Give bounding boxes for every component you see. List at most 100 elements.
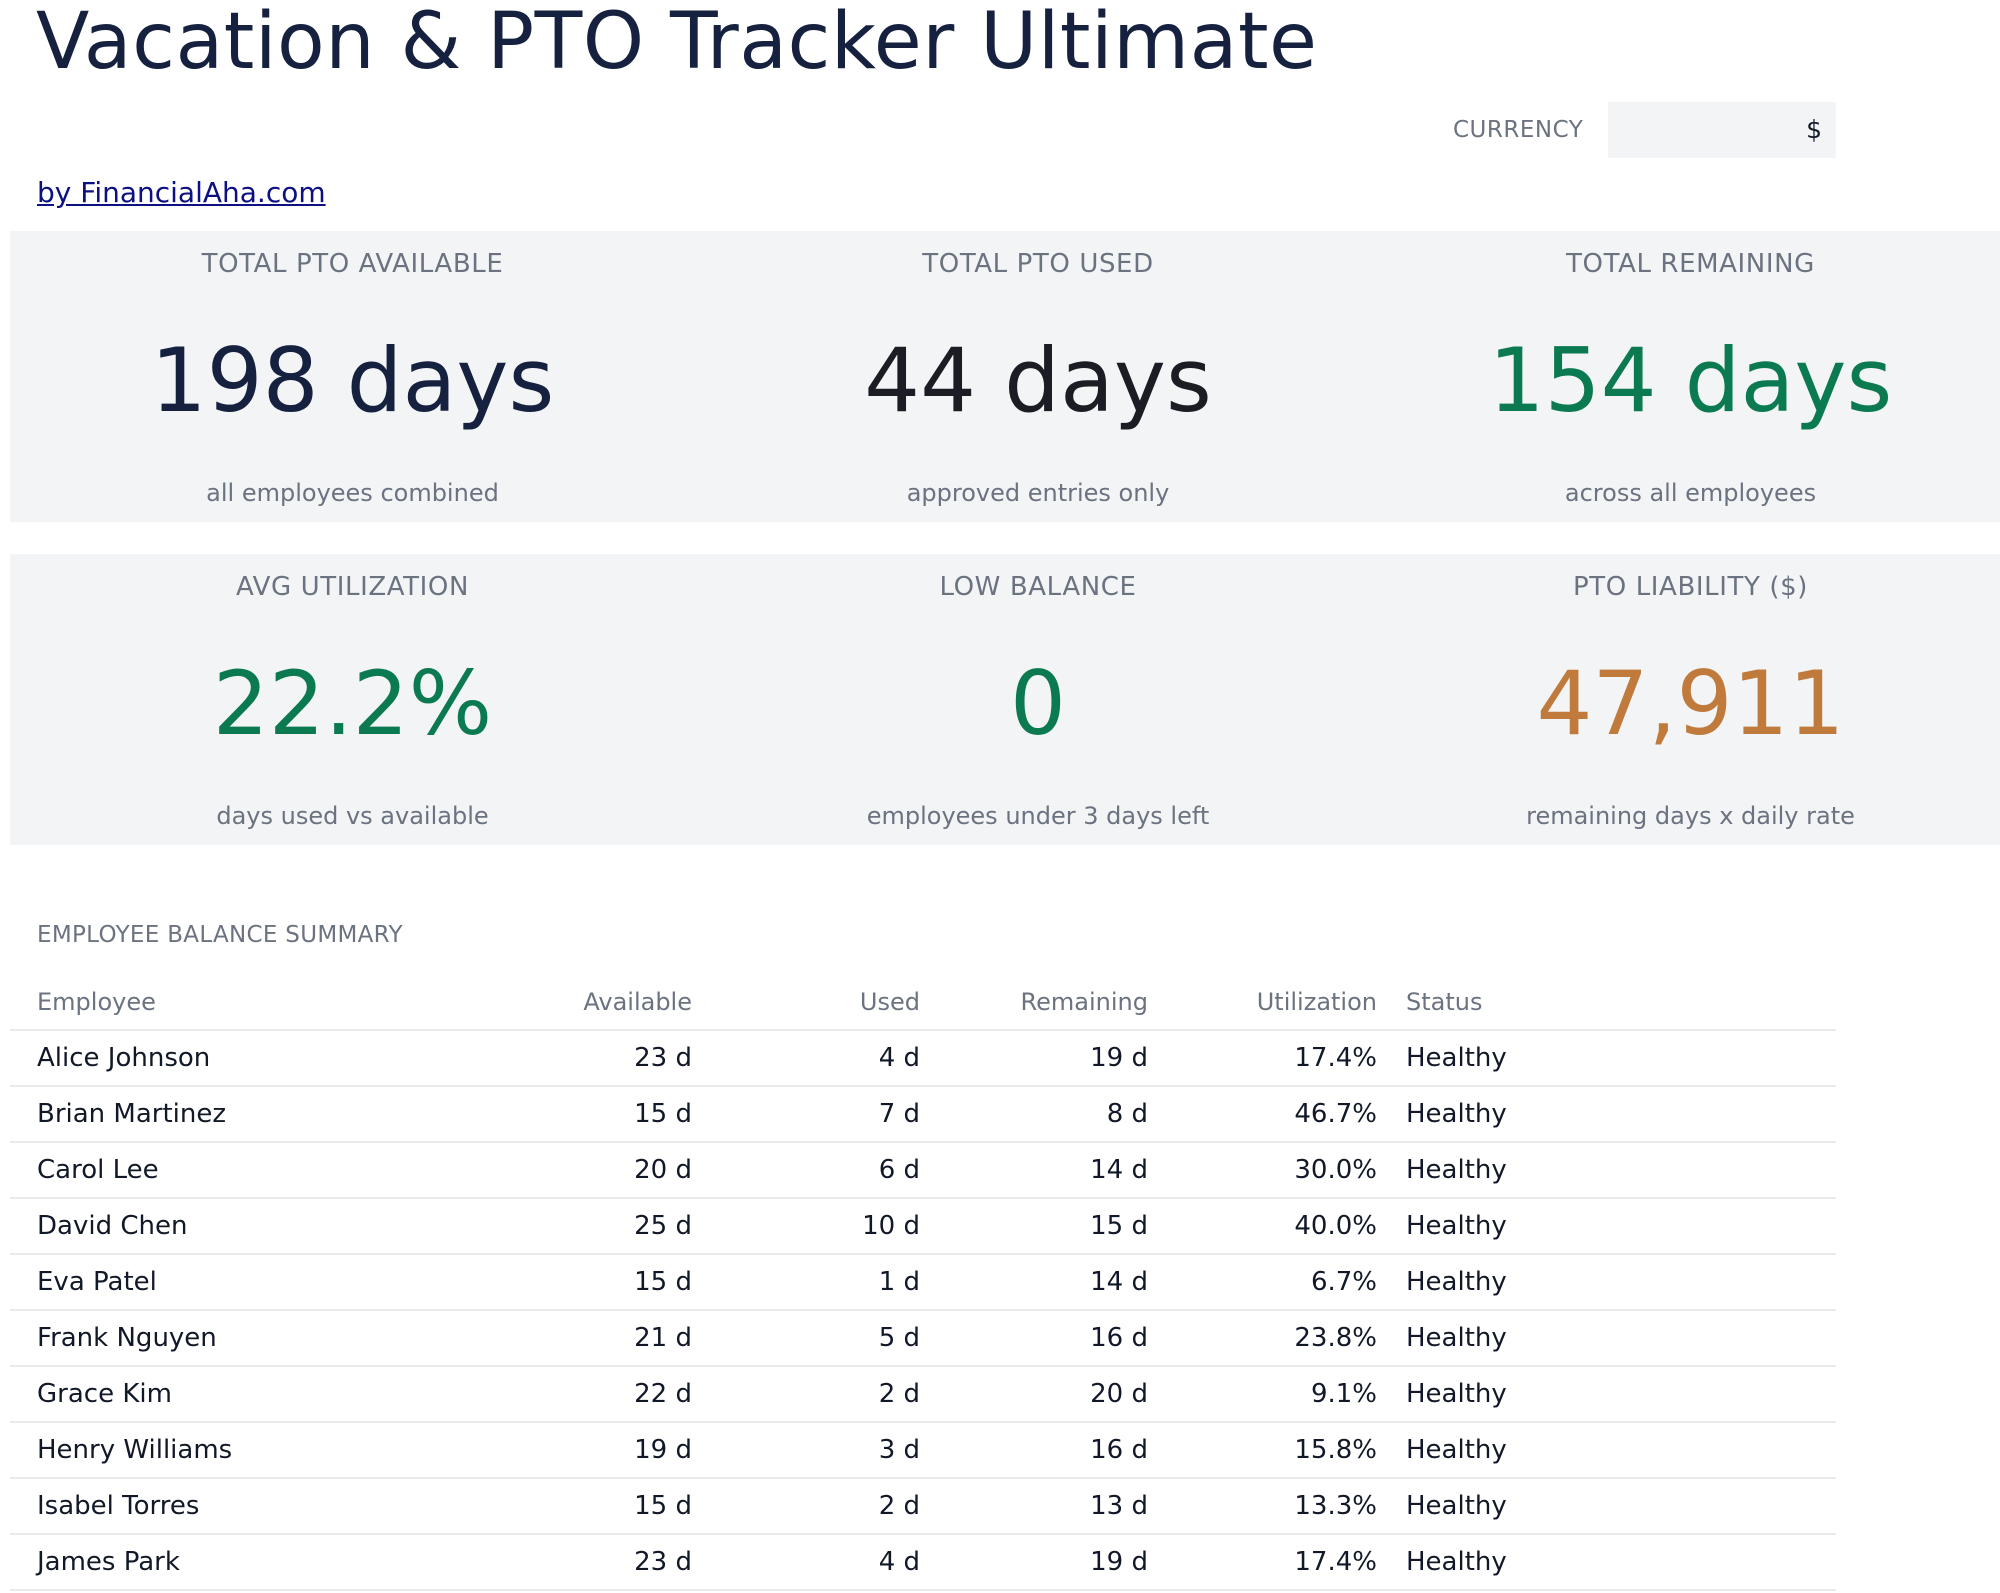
kpi-subtitle: employees under 3 days left xyxy=(866,802,1210,830)
currency-input[interactable]: $ xyxy=(1608,102,1836,158)
column-header-utilization[interactable]: Utilization xyxy=(1256,988,1377,1016)
employee-name-cell: Carol Lee xyxy=(37,1155,159,1185)
table-row[interactable]: Henry Williams 19 d 3 d 16 d 15.8% Healt… xyxy=(10,1423,1836,1479)
used-cell: 1 d xyxy=(878,1267,920,1297)
status-cell: Healthy xyxy=(1406,1435,1507,1465)
used-cell: 4 d xyxy=(878,1043,920,1073)
remaining-cell: 14 d xyxy=(1090,1155,1148,1185)
currency-label: CURRENCY xyxy=(1453,117,1584,143)
table-row[interactable]: Isabel Torres 15 d 2 d 13 d 13.3% Health… xyxy=(10,1479,1836,1535)
remaining-cell: 19 d xyxy=(1090,1547,1148,1577)
utilization-cell: 17.4% xyxy=(1294,1043,1377,1073)
column-header-used[interactable]: Used xyxy=(859,988,920,1016)
column-header-available[interactable]: Available xyxy=(583,988,692,1016)
remaining-cell: 8 d xyxy=(1106,1099,1148,1129)
employee-name-cell: Henry Williams xyxy=(37,1435,233,1465)
kpi-row-2: AVG UTILIZATION 22.2% days used vs avail… xyxy=(10,554,2000,845)
status-cell: Healthy xyxy=(1406,1043,1507,1073)
kpi-pto-liability: PTO LIABILITY ($) 47,911 remaining days … xyxy=(1381,554,2000,845)
utilization-cell: 15.8% xyxy=(1294,1435,1377,1465)
used-cell: 10 d xyxy=(862,1211,920,1241)
used-cell: 4 d xyxy=(878,1547,920,1577)
status-cell: Healthy xyxy=(1406,1099,1507,1129)
column-header-status[interactable]: Status xyxy=(1406,988,1483,1016)
status-cell: Healthy xyxy=(1406,1491,1507,1521)
kpi-value: 44 days xyxy=(864,329,1212,432)
kpi-label: TOTAL REMAINING xyxy=(1566,249,1815,279)
utilization-cell: 6.7% xyxy=(1310,1267,1377,1297)
employee-name-cell: Alice Johnson xyxy=(37,1043,211,1073)
available-cell: 20 d xyxy=(634,1155,692,1185)
kpi-value: 154 days xyxy=(1488,329,1893,432)
table-row[interactable]: Alice Johnson 23 d 4 d 19 d 17.4% Health… xyxy=(10,1031,1836,1087)
kpi-subtitle: approved entries only xyxy=(906,479,1170,507)
kpi-total-pto-available: TOTAL PTO AVAILABLE 198 days all employe… xyxy=(10,231,695,522)
table-row[interactable]: Carol Lee 20 d 6 d 14 d 30.0% Healthy xyxy=(10,1143,1836,1199)
utilization-cell: 40.0% xyxy=(1294,1211,1377,1241)
utilization-cell: 23.8% xyxy=(1294,1323,1377,1353)
kpi-label: PTO LIABILITY ($) xyxy=(1573,572,1808,602)
table-row[interactable]: Brian Martinez 15 d 7 d 8 d 46.7% Health… xyxy=(10,1087,1836,1143)
utilization-cell: 13.3% xyxy=(1294,1491,1377,1521)
used-cell: 6 d xyxy=(878,1155,920,1185)
utilization-cell: 9.1% xyxy=(1310,1379,1377,1409)
remaining-cell: 15 d xyxy=(1090,1211,1148,1241)
employee-name-cell: Frank Nguyen xyxy=(37,1323,217,1353)
status-cell: Healthy xyxy=(1406,1323,1507,1353)
remaining-cell: 16 d xyxy=(1090,1323,1148,1353)
kpi-label: TOTAL PTO USED xyxy=(922,249,1154,279)
table-row[interactable]: James Park 23 d 4 d 19 d 17.4% Healthy xyxy=(10,1535,1836,1591)
status-cell: Healthy xyxy=(1406,1267,1507,1297)
column-header-employee[interactable]: Employee xyxy=(37,988,156,1016)
kpi-total-pto-used: TOTAL PTO USED 44 days approved entries … xyxy=(695,231,1381,522)
kpi-label: LOW BALANCE xyxy=(939,572,1137,602)
kpi-label: AVG UTILIZATION xyxy=(235,572,470,602)
kpi-subtitle: remaining days x daily rate xyxy=(1526,802,1855,830)
employee-name-cell: Eva Patel xyxy=(37,1267,157,1297)
kpi-label: TOTAL PTO AVAILABLE xyxy=(201,249,504,279)
table-header-row: Employee Available Used Remaining Utiliz… xyxy=(10,975,1836,1031)
remaining-cell: 13 d xyxy=(1090,1491,1148,1521)
kpi-value: 198 days xyxy=(150,329,555,432)
employee-name-cell: James Park xyxy=(37,1547,180,1577)
status-cell: Healthy xyxy=(1406,1547,1507,1577)
used-cell: 3 d xyxy=(878,1435,920,1465)
remaining-cell: 19 d xyxy=(1090,1043,1148,1073)
section-title: EMPLOYEE BALANCE SUMMARY xyxy=(37,922,403,948)
financialaha-link[interactable]: by FinancialAha.com xyxy=(37,176,326,209)
kpi-avg-utilization: AVG UTILIZATION 22.2% days used vs avail… xyxy=(10,554,695,845)
status-cell: Healthy xyxy=(1406,1155,1507,1185)
column-header-remaining[interactable]: Remaining xyxy=(1020,988,1148,1016)
employee-name-cell: Brian Martinez xyxy=(37,1099,227,1129)
page-title: Vacation & PTO Tracker Ultimate xyxy=(36,0,1318,87)
table-row[interactable]: Eva Patel 15 d 1 d 14 d 6.7% Healthy xyxy=(10,1255,1836,1311)
remaining-cell: 14 d xyxy=(1090,1267,1148,1297)
kpi-subtitle: across all employees xyxy=(1564,479,1817,507)
utilization-cell: 46.7% xyxy=(1294,1099,1377,1129)
kpi-total-remaining: TOTAL REMAINING 154 days across all empl… xyxy=(1381,231,2000,522)
employee-name-cell: Isabel Torres xyxy=(37,1491,200,1521)
status-cell: Healthy xyxy=(1406,1379,1507,1409)
status-cell: Healthy xyxy=(1406,1211,1507,1241)
kpi-low-balance: LOW BALANCE 0 employees under 3 days lef… xyxy=(695,554,1381,845)
utilization-cell: 17.4% xyxy=(1294,1547,1377,1577)
employee-name-cell: Grace Kim xyxy=(37,1379,172,1409)
kpi-subtitle: days used vs available xyxy=(216,802,489,830)
kpi-value: 22.2% xyxy=(212,652,493,755)
kpi-subtitle: all employees combined xyxy=(206,479,499,507)
available-cell: 23 d xyxy=(634,1547,692,1577)
available-cell: 19 d xyxy=(634,1435,692,1465)
available-cell: 22 d xyxy=(634,1379,692,1409)
available-cell: 21 d xyxy=(634,1323,692,1353)
remaining-cell: 16 d xyxy=(1090,1435,1148,1465)
table-row[interactable]: Frank Nguyen 21 d 5 d 16 d 23.8% Healthy xyxy=(10,1311,1836,1367)
utilization-cell: 30.0% xyxy=(1294,1155,1377,1185)
available-cell: 15 d xyxy=(634,1491,692,1521)
table-row[interactable]: David Chen 25 d 10 d 15 d 40.0% Healthy xyxy=(10,1199,1836,1255)
used-cell: 5 d xyxy=(878,1323,920,1353)
used-cell: 2 d xyxy=(878,1379,920,1409)
available-cell: 25 d xyxy=(634,1211,692,1241)
table-row[interactable]: Grace Kim 22 d 2 d 20 d 9.1% Healthy xyxy=(10,1367,1836,1423)
employee-name-cell: David Chen xyxy=(37,1211,188,1241)
kpi-row-1: TOTAL PTO AVAILABLE 198 days all employe… xyxy=(10,231,2000,522)
